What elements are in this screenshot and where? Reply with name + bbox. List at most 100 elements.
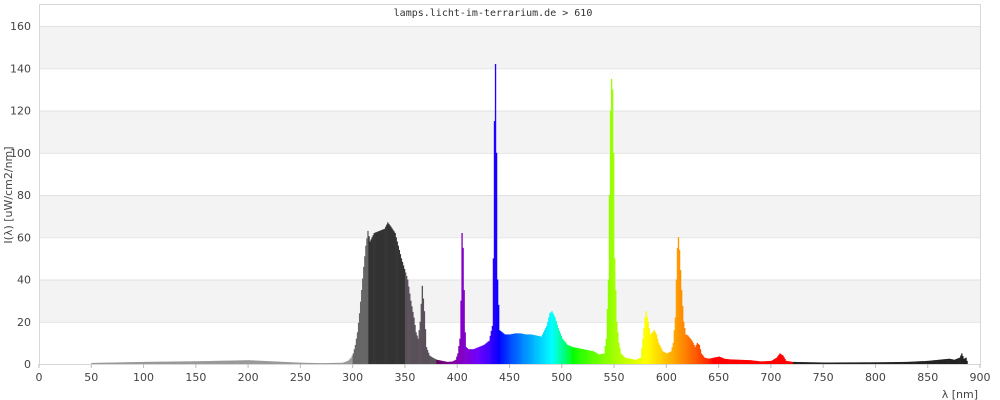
- spectrum-bar: [601, 353, 603, 364]
- spectrum-bar: [143, 361, 145, 364]
- spectrum-bar: [148, 361, 151, 364]
- spectrum-bar: [544, 330, 546, 364]
- spectrum-bar: [372, 235, 374, 364]
- spectrum-bar: [689, 338, 691, 364]
- spectrum-bar: [954, 359, 957, 364]
- spectrum-bar: [476, 347, 478, 364]
- spectrum-bar: [634, 359, 637, 364]
- spectrum-bar: [242, 360, 245, 364]
- spectrum-bar: [801, 362, 803, 364]
- spectrum-bar: [311, 362, 314, 364]
- spectrum-bar: [697, 343, 700, 364]
- spectrum-bar: [443, 361, 445, 364]
- spectrum-bar: [470, 349, 473, 364]
- spectrum-bar: [422, 298, 425, 364]
- spectrum-bar: [912, 361, 914, 364]
- spectrum-bar: [389, 225, 391, 364]
- spectrum-bar: [246, 360, 248, 364]
- spectrum-bar: [229, 360, 231, 364]
- spectrum-bar: [662, 351, 664, 364]
- spectrum-bar: [687, 335, 689, 364]
- spectrum-bar: [103, 362, 106, 364]
- x-tick-label: 0: [36, 371, 43, 384]
- spectrum-bar: [341, 362, 343, 364]
- spectrum-bar: [547, 321, 549, 364]
- spectrum-bar: [208, 361, 210, 364]
- spectrum-bar: [631, 359, 634, 364]
- y-tick-label: 40: [17, 274, 31, 287]
- spectrum-bar: [299, 362, 301, 364]
- spectrum-bar: [116, 362, 118, 364]
- spectrum-bar: [700, 353, 703, 364]
- spectrum-bar: [747, 360, 750, 364]
- spectrum-bar: [591, 350, 593, 364]
- spectrum-bar: [535, 335, 537, 364]
- grid-band: [39, 110, 980, 153]
- spectrum-bar: [772, 359, 775, 364]
- spectrum-bar: [449, 361, 452, 364]
- spectrum-bar: [401, 261, 404, 364]
- spectrum-bar: [598, 354, 600, 364]
- spectrum-bar: [487, 341, 489, 364]
- spectrum-bar: [278, 361, 280, 364]
- spectrum-bar: [761, 361, 763, 364]
- spectrum-bar: [777, 356, 779, 364]
- spectrum-bar: [480, 346, 482, 364]
- spectrum-bar: [558, 330, 560, 364]
- spectrum-bar: [799, 362, 801, 364]
- spectrum-bar: [829, 362, 831, 364]
- spectrum-bar: [733, 359, 735, 364]
- spectrum-bar: [384, 228, 386, 364]
- x-tick-label: 150: [185, 371, 206, 384]
- spectrum-bar: [578, 348, 580, 364]
- spectrum-bar: [456, 356, 458, 364]
- spectrum-bar: [266, 361, 269, 364]
- x-tick-label: 250: [290, 371, 311, 384]
- spectrum-bar: [484, 344, 486, 364]
- spectrum-bar: [837, 362, 840, 364]
- spectrum-bar: [728, 359, 730, 364]
- spectrum-bar: [437, 359, 439, 364]
- spectrum-bar: [496, 279, 499, 364]
- spectrum-bar: [946, 358, 948, 364]
- spectrum-bar: [546, 325, 548, 364]
- spectrum-bar: [557, 328, 559, 364]
- spectrum-bar: [898, 362, 900, 364]
- spectrum-bar: [714, 357, 716, 364]
- spectrum-bar: [590, 350, 592, 364]
- spectrum-bar: [794, 361, 797, 364]
- spectrum-bar: [342, 362, 344, 364]
- spectrum-bar: [636, 359, 638, 364]
- spectrum-bar: [786, 361, 788, 364]
- spectrum-bar: [894, 362, 896, 364]
- spectrum-bar: [702, 356, 705, 364]
- spectrum-bar: [643, 328, 645, 364]
- spectrum-bar: [457, 353, 459, 364]
- spectrum-bar: [751, 360, 753, 364]
- spectrum-bar: [350, 357, 352, 364]
- spectrum-bar: [307, 362, 310, 364]
- spectrum-bar: [648, 328, 650, 364]
- spectrum-bar: [442, 361, 444, 364]
- spectrum-bar: [742, 359, 745, 364]
- spectrum-bar: [776, 357, 778, 364]
- spectrum-bar: [798, 362, 800, 364]
- spectrum-bar: [460, 300, 462, 364]
- spectrum-bar: [789, 361, 792, 364]
- spectrum-bar: [881, 362, 884, 364]
- spectrum-bar: [494, 64, 497, 365]
- spectrum-bar: [235, 360, 237, 364]
- spectrum-bar: [663, 351, 665, 364]
- spectrum-bar: [574, 347, 576, 364]
- spectrum-bar: [938, 359, 940, 364]
- spectrum-bar: [696, 342, 698, 364]
- spectrum-bar: [632, 359, 635, 364]
- spectrum-bar: [202, 361, 204, 364]
- spectrum-bar: [539, 336, 542, 364]
- spectrum-bar: [813, 362, 816, 364]
- spectrum-bar: [403, 268, 406, 364]
- spectrum-bar: [363, 266, 365, 364]
- spectrum-bar: [414, 324, 416, 364]
- spectrum-bar: [138, 361, 140, 364]
- spectrum-bar: [271, 361, 273, 364]
